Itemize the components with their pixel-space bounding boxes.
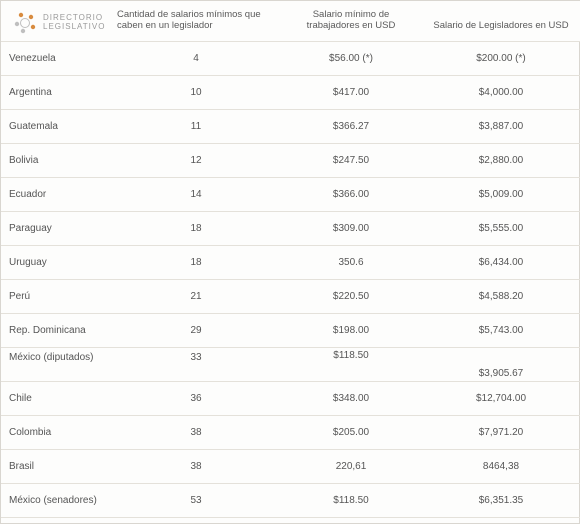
legsalary-cell: $6,434.00	[421, 246, 580, 280]
brand-text: DIRECTORIO LEGISLATIVO	[43, 14, 105, 32]
table-row: Guatemala11$366.27$3,887.00	[1, 110, 580, 144]
country-cell: Chile	[1, 382, 111, 416]
minwage-cell: $309.00	[281, 212, 421, 246]
country-cell: Colombia	[1, 416, 111, 450]
minwage-cell: $348.00	[281, 382, 421, 416]
ratio-cell: 29	[111, 314, 281, 348]
legsalary-cell: 8464,38	[421, 450, 580, 484]
table-row: México (diputados)33$118.50$3,905.67	[1, 348, 580, 382]
table-row: Perú21$220.50$4,588.20	[1, 280, 580, 314]
brand-line2: LEGISLATIVO	[43, 23, 105, 32]
table-body: Venezuela4$56.00 (*)$200.00 (*)Argentina…	[1, 42, 580, 518]
ratio-cell: 12	[111, 144, 281, 178]
minwage-cell: $247.50	[281, 144, 421, 178]
legsalary-cell: $5,555.00	[421, 212, 580, 246]
ratio-cell: 4	[111, 42, 281, 76]
legsalary-cell: $2,880.00	[421, 144, 580, 178]
minwage-cell: $198.00	[281, 314, 421, 348]
table-row: Chile36$348.00$12,704.00	[1, 382, 580, 416]
ratio-cell: 38	[111, 450, 281, 484]
legsalary-cell: $3,887.00	[421, 110, 580, 144]
col-header-minwage: Salario mínimo de trabajadores en USD	[281, 1, 421, 42]
minwage-cell: $56.00 (*)	[281, 42, 421, 76]
table-row: Ecuador14$366.00$5,009.00	[1, 178, 580, 212]
col-header-ratio: Cantidad de salarios mínimos que caben e…	[111, 1, 281, 42]
country-cell: Ecuador	[1, 178, 111, 212]
logo-cell: DIRECTORIO LEGISLATIVO	[1, 1, 111, 42]
minwage-cell: 220,61	[281, 450, 421, 484]
legsalary-cell: $7,971.20	[421, 416, 580, 450]
minwage-cell: $366.00	[281, 178, 421, 212]
legsalary-cell: $3,905.67	[421, 348, 580, 382]
table-row: Uruguay18350.6$6,434.00	[1, 246, 580, 280]
country-cell: Guatemala	[1, 110, 111, 144]
country-cell: Venezuela	[1, 42, 111, 76]
country-cell: México (senadores)	[1, 484, 111, 518]
page: DIRECTORIO LEGISLATIVO Cantidad de salar…	[0, 0, 580, 524]
legsalary-cell: $12,704.00	[421, 382, 580, 416]
minwage-cell: $205.00	[281, 416, 421, 450]
ratio-cell: 36	[111, 382, 281, 416]
table-row: Colombia38$205.00$7,971.20	[1, 416, 580, 450]
ratio-cell: 18	[111, 212, 281, 246]
ratio-cell: 14	[111, 178, 281, 212]
legsalary-cell: $200.00 (*)	[421, 42, 580, 76]
ratio-cell: 38	[111, 416, 281, 450]
ratio-cell: 53	[111, 484, 281, 518]
ratio-cell: 21	[111, 280, 281, 314]
country-cell: Argentina	[1, 76, 111, 110]
ratio-cell: 10	[111, 76, 281, 110]
country-cell: Rep. Dominicana	[1, 314, 111, 348]
table-row: México (senadores)53$118.50$6,351.35	[1, 484, 580, 518]
country-cell: Bolivia	[1, 144, 111, 178]
minwage-cell: $366.27	[281, 110, 421, 144]
minwage-cell: 350.6	[281, 246, 421, 280]
country-cell: Brasil	[1, 450, 111, 484]
table-row: Paraguay18$309.00$5,555.00	[1, 212, 580, 246]
table-row: Argentina10$417.00$4,000.00	[1, 76, 580, 110]
table-row: Bolivia12$247.50$2,880.00	[1, 144, 580, 178]
country-cell: México (diputados)	[1, 348, 111, 382]
country-cell: Uruguay	[1, 246, 111, 280]
table-row: Rep. Dominicana29$198.00$5,743.00	[1, 314, 580, 348]
legsalary-cell: $5,743.00	[421, 314, 580, 348]
minwage-cell: $118.50	[281, 348, 421, 382]
ratio-cell: 18	[111, 246, 281, 280]
col-header-legsalary: Salario de Legisladores en USD	[421, 1, 580, 42]
salary-table: DIRECTORIO LEGISLATIVO Cantidad de salar…	[1, 1, 580, 518]
legsalary-cell: $6,351.35	[421, 484, 580, 518]
minwage-cell: $118.50	[281, 484, 421, 518]
legsalary-cell: $4,000.00	[421, 76, 580, 110]
ratio-cell: 11	[111, 110, 281, 144]
ratio-cell: 33	[111, 348, 281, 382]
minwage-cell: $417.00	[281, 76, 421, 110]
country-cell: Paraguay	[1, 212, 111, 246]
table-row: Brasil38220,618464,38	[1, 450, 580, 484]
table-row: Venezuela4$56.00 (*)$200.00 (*)	[1, 42, 580, 76]
minwage-cell: $220.50	[281, 280, 421, 314]
legsalary-cell: $5,009.00	[421, 178, 580, 212]
brand-logo: DIRECTORIO LEGISLATIVO	[11, 9, 105, 37]
header-row: DIRECTORIO LEGISLATIVO Cantidad de salar…	[1, 1, 580, 42]
country-cell: Perú	[1, 280, 111, 314]
legsalary-cell: $4,588.20	[421, 280, 580, 314]
logo-icon	[11, 9, 39, 37]
